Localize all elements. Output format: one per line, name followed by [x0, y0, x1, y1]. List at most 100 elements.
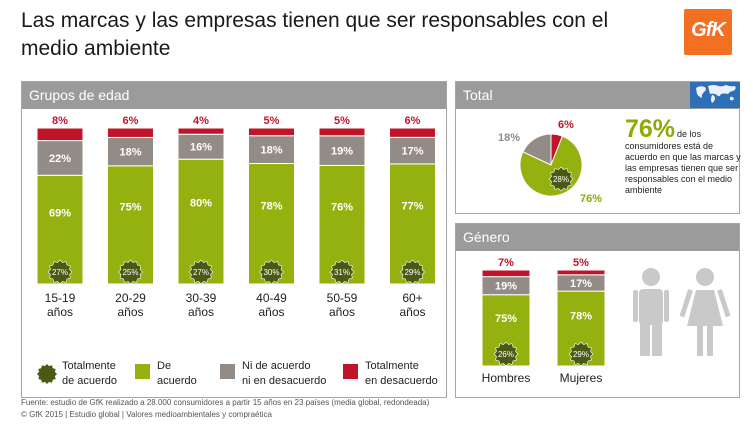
total-summary: 76% de los consumidores está de acuerdo e…: [625, 117, 743, 196]
male-icon-arm-left: [633, 290, 638, 322]
page-title: Las marcas y las empresas tienen que ser…: [21, 9, 609, 60]
age-label-5-disagree: 6%: [405, 115, 421, 127]
age-label-2-neutral: 16%: [190, 142, 212, 154]
age-4-badge-label: 31%: [334, 268, 350, 277]
legend-icon-2: [220, 364, 235, 379]
pie-label-neutral: 18%: [498, 132, 520, 144]
gender-label-1-disagree: 5%: [573, 257, 589, 269]
age-category-0-1: años: [47, 305, 73, 319]
legend-label-3-0: Totalmente: [365, 360, 419, 372]
age-label-1-agree: 75%: [119, 202, 141, 214]
age-category-3-0: 40-49: [256, 291, 287, 305]
female-icon-head: [696, 268, 714, 286]
age-label-2-disagree: 4%: [193, 115, 209, 127]
female-icon-arm-left: [679, 289, 693, 318]
age-5-badge: [400, 259, 425, 285]
gfk-logo: GfK: [684, 9, 732, 55]
gender-category-1: Mujeres: [560, 371, 603, 385]
pie-badge-label: 28%: [553, 175, 569, 184]
female-icon-dress: [687, 290, 723, 326]
pie-badge: [548, 166, 574, 192]
age-category-2-0: 30-39: [186, 291, 217, 305]
footer-source: Fuente: estudio de GfK realizado a 28.00…: [21, 398, 430, 407]
gender-panel: Género: [455, 223, 740, 398]
age-label-4-neutral: 19%: [331, 146, 353, 158]
pie-label-disagree: 6%: [558, 119, 574, 131]
age-bar-3-neutral: [248, 135, 295, 165]
age-bar-1-disagree: [107, 127, 154, 138]
age-0-badge: [47, 259, 73, 285]
pie-label-agree: 76%: [580, 193, 602, 205]
logo-text: GfK: [691, 19, 726, 41]
age-category-1-1: años: [117, 305, 143, 319]
age-bar-1-neutral: [107, 136, 154, 167]
age-label-5-agree: 77%: [401, 201, 423, 213]
age-3-badge: [259, 259, 284, 285]
female-icon-leg-left: [697, 326, 703, 356]
footer-copyright: © GfK 2015 | Estudio global | Valores me…: [21, 410, 272, 419]
age-category-5-0: 60+: [402, 291, 422, 305]
gender-bar-0-disagree: [481, 269, 531, 278]
age-category-1-0: 20-29: [115, 291, 146, 305]
age-panel-title: Grupos de edad: [22, 82, 446, 109]
gender-0-badge: [493, 341, 519, 367]
age-bar-5-neutral: [389, 136, 436, 165]
legend-label-3-1: en desacuerdo: [365, 375, 438, 387]
age-label-1-neutral: 18%: [119, 147, 141, 159]
age-2-badge: [188, 259, 214, 285]
male-icon-arm-right: [664, 290, 669, 322]
male-icon-torso: [639, 289, 663, 325]
age-0-badge-label: 27%: [52, 268, 68, 277]
legend-label-0-1: de acuerdo: [62, 375, 117, 387]
age-bar-4-neutral: [318, 135, 366, 166]
age-1-badge-label: 25%: [122, 268, 138, 277]
age-label-0-agree: 69%: [49, 208, 71, 220]
gender-panel-title: Género: [456, 224, 739, 251]
age-label-1-disagree: 6%: [123, 115, 139, 127]
gender-label-1-agree: 78%: [570, 311, 592, 323]
age-category-2-1: años: [188, 305, 214, 319]
age-label-0-disagree: 8%: [52, 115, 68, 127]
male-icon-head: [642, 268, 660, 286]
age-category-4-1: años: [329, 305, 355, 319]
legend-icon-0: [37, 364, 57, 384]
age-label-2-agree: 80%: [190, 198, 212, 210]
gender-label-0-agree: 75%: [495, 313, 517, 325]
gender-1-badge: [568, 341, 594, 367]
legend-label-1-0: De: [157, 360, 171, 372]
age-bar-0-disagree: [36, 127, 84, 142]
pie-slice-neutral: [522, 133, 552, 166]
female-icon-leg-right: [707, 326, 713, 356]
age-bar-2-disagree: [177, 127, 225, 135]
legend-label-1-1: acuerdo: [157, 375, 197, 387]
age-category-3-1: años: [258, 305, 284, 319]
age-label-5-neutral: 17%: [401, 146, 423, 158]
gender-category-0: Hombres: [482, 371, 531, 385]
age-label-4-disagree: 5%: [334, 115, 350, 127]
age-4-badge: [329, 259, 355, 285]
gender-label-0-disagree: 7%: [498, 257, 514, 269]
total-value: 76%: [625, 115, 676, 143]
gender-label-0-neutral: 19%: [495, 281, 517, 293]
age-5-badge-label: 29%: [404, 268, 420, 277]
legend-icon-1: [135, 364, 150, 379]
gender-label-1-neutral: 17%: [570, 278, 592, 290]
age-category-5-1: años: [399, 305, 425, 319]
male-icon-leg-left: [640, 323, 650, 356]
gender-0-badge-label: 26%: [498, 350, 514, 359]
age-2-badge-label: 27%: [193, 268, 209, 277]
age-label-0-neutral: 22%: [49, 153, 71, 165]
legend-label-2-0: Ni de acuerdo: [242, 360, 311, 372]
total-description: de los consumidores está de acuerdo en q…: [625, 129, 741, 195]
age-label-3-agree: 78%: [260, 200, 282, 212]
male-icon-leg-right: [652, 323, 662, 356]
age-label-4-agree: 76%: [331, 201, 353, 213]
legend-label-2-1: ni en desacuerdo: [242, 375, 326, 387]
legend-label-0-0: Totalmente: [62, 360, 116, 372]
age-category-0-0: 15-19: [45, 291, 76, 305]
age-3-badge-label: 30%: [263, 268, 279, 277]
age-bar-2-neutral: [177, 133, 225, 160]
legend-icon-3: [343, 364, 358, 379]
age-1-badge: [118, 259, 143, 285]
